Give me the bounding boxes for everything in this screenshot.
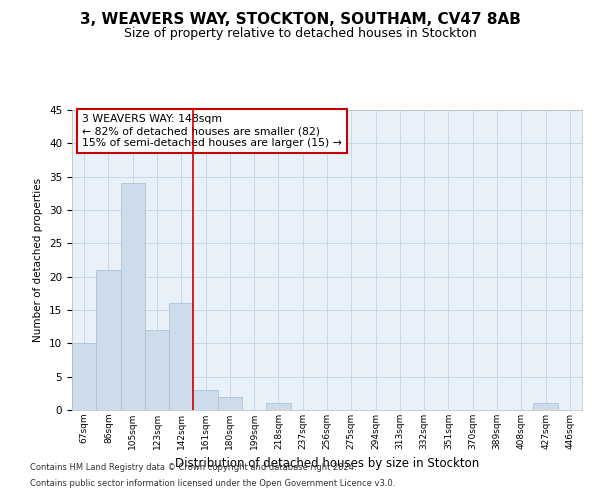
- Bar: [533, 404, 558, 410]
- Text: Contains HM Land Registry data © Crown copyright and database right 2024.: Contains HM Land Registry data © Crown c…: [30, 464, 356, 472]
- Y-axis label: Number of detached properties: Number of detached properties: [34, 178, 43, 342]
- Bar: [72, 344, 96, 410]
- Bar: [121, 184, 145, 410]
- Text: 3 WEAVERS WAY: 148sqm
← 82% of detached houses are smaller (82)
15% of semi-deta: 3 WEAVERS WAY: 148sqm ← 82% of detached …: [82, 114, 342, 148]
- X-axis label: Distribution of detached houses by size in Stockton: Distribution of detached houses by size …: [175, 458, 479, 470]
- Text: 3, WEAVERS WAY, STOCKTON, SOUTHAM, CV47 8AB: 3, WEAVERS WAY, STOCKTON, SOUTHAM, CV47 …: [80, 12, 520, 28]
- Bar: [266, 404, 290, 410]
- Bar: [145, 330, 169, 410]
- Bar: [193, 390, 218, 410]
- Bar: [169, 304, 193, 410]
- Text: Contains public sector information licensed under the Open Government Licence v3: Contains public sector information licen…: [30, 478, 395, 488]
- Text: Size of property relative to detached houses in Stockton: Size of property relative to detached ho…: [124, 28, 476, 40]
- Bar: [96, 270, 121, 410]
- Bar: [218, 396, 242, 410]
